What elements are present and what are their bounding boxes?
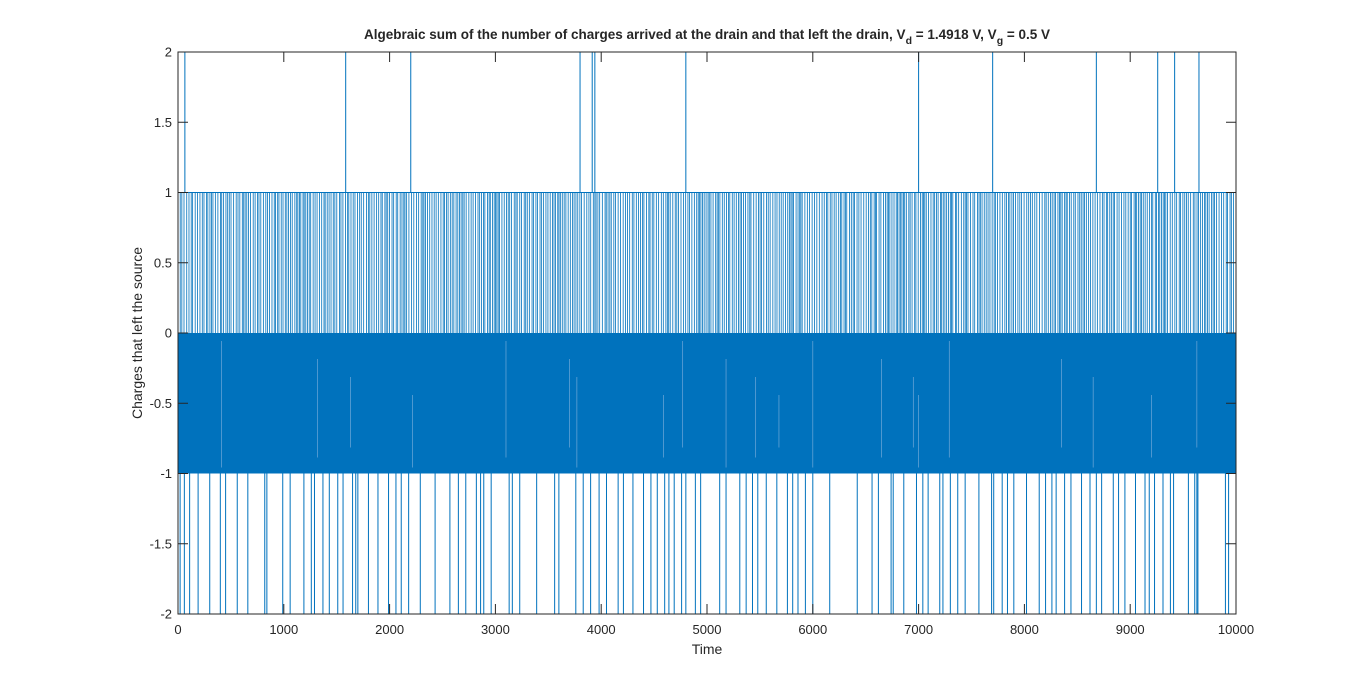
y-tick-label: 1.5 bbox=[154, 115, 172, 130]
series-dense-band bbox=[178, 333, 1236, 474]
y-tick-label: -1.5 bbox=[150, 536, 172, 551]
x-tick-label: 0 bbox=[174, 622, 181, 637]
y-tick-label: -2 bbox=[160, 607, 172, 622]
chart-title: Algebraic sum of the number of charges a… bbox=[364, 27, 1050, 47]
x-tick-label: 10000 bbox=[1218, 622, 1254, 637]
y-tick-label: 1 bbox=[165, 185, 172, 200]
x-tick-label: 7000 bbox=[904, 622, 933, 637]
y-tick-label: 2 bbox=[165, 45, 172, 60]
x-tick-label: 1000 bbox=[269, 622, 298, 637]
y-tick-label: 0.5 bbox=[154, 255, 172, 270]
x-tick-label: 6000 bbox=[798, 622, 827, 637]
x-tick-label: 8000 bbox=[1010, 622, 1039, 637]
y-tick-label: -1 bbox=[160, 466, 172, 481]
x-tick-label: 5000 bbox=[693, 622, 722, 637]
x-tick-label: 2000 bbox=[375, 622, 404, 637]
ticks-layer: 0 1000 2000 3000 4000 5000 6000 7000 8000 9000 100… bbox=[150, 45, 1254, 638]
x-tick-label: 4000 bbox=[587, 622, 616, 637]
x-axis-label: Time bbox=[692, 641, 723, 657]
x-tick-label: 3000 bbox=[481, 622, 510, 637]
x-tick-label: 9000 bbox=[1116, 622, 1145, 637]
y-tick-label: -0.5 bbox=[150, 396, 172, 411]
y-tick-label: 0 bbox=[165, 326, 172, 341]
y-axis-label: Charges that left the source bbox=[129, 247, 145, 419]
series-layer bbox=[177, 52, 1237, 614]
